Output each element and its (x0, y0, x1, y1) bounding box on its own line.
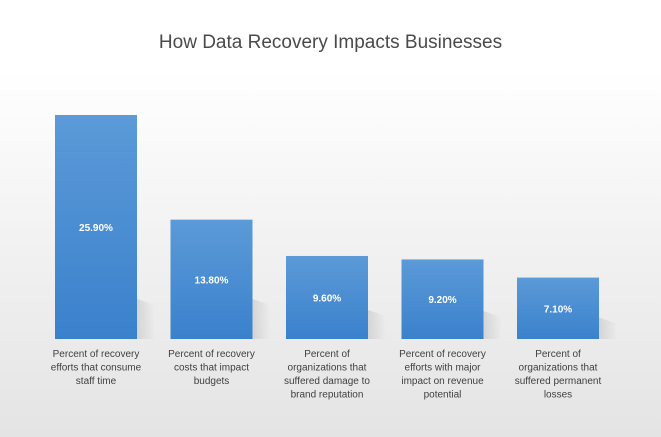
category-label-line: costs that impact (174, 363, 249, 374)
category-label-line: suffered damage to (284, 376, 370, 387)
chart-title: How Data Recovery Impacts Businesses (158, 32, 503, 53)
category-label-line: organizations that (288, 363, 367, 374)
category-label-line: Percent of (535, 349, 581, 360)
category-label-line: efforts with major (405, 363, 482, 374)
bar-3 (286, 255, 368, 339)
category-label-line: staff time (76, 376, 117, 387)
bar-shadow (137, 299, 155, 339)
category-label-2: Percent of recovery costs that impact budg… (168, 349, 255, 387)
bar-4 (401, 259, 484, 339)
category-label-line: impact on revenue (401, 376, 484, 387)
bar-5 (517, 277, 599, 339)
bar-shadow (483, 311, 502, 339)
category-label-line: brand reputation (291, 390, 364, 401)
category-label-line: potential (424, 390, 462, 401)
data-label-3: 9.60% (313, 293, 341, 304)
category-label-line: Percent of recovery (168, 349, 255, 360)
data-label-1: 25.90% (79, 223, 113, 234)
category-label-line: efforts that consume (51, 363, 142, 374)
category-label-line: Percent of (304, 349, 350, 360)
category-label-line: Percent of recovery (53, 349, 140, 360)
category-label-1: Percent of recovery efforts that consume s… (51, 349, 142, 387)
data-label-2: 13.80% (195, 275, 229, 286)
category-label-line: Percent of recovery (399, 349, 486, 360)
category-label-4: Percent of recovery efforts with major imp… (399, 349, 486, 401)
category-label-line: losses (544, 390, 572, 401)
category-label-3: Percent of organizations that suffered dam… (284, 349, 370, 401)
data-label-5: 7.10% (544, 304, 572, 315)
category-label-line: organizations that (519, 363, 598, 374)
data-label-4: 9.20% (428, 295, 456, 306)
category-label-line: suffered permanent (515, 376, 602, 387)
bar-2 (170, 219, 253, 339)
bar-shadow (599, 317, 617, 339)
category-label-5: Percent of organizations that suffered per… (515, 349, 602, 401)
bar-shadow (252, 299, 271, 339)
bar-shadow (368, 309, 386, 339)
category-label-line: budgets (194, 376, 230, 387)
bar-1 (55, 115, 137, 339)
